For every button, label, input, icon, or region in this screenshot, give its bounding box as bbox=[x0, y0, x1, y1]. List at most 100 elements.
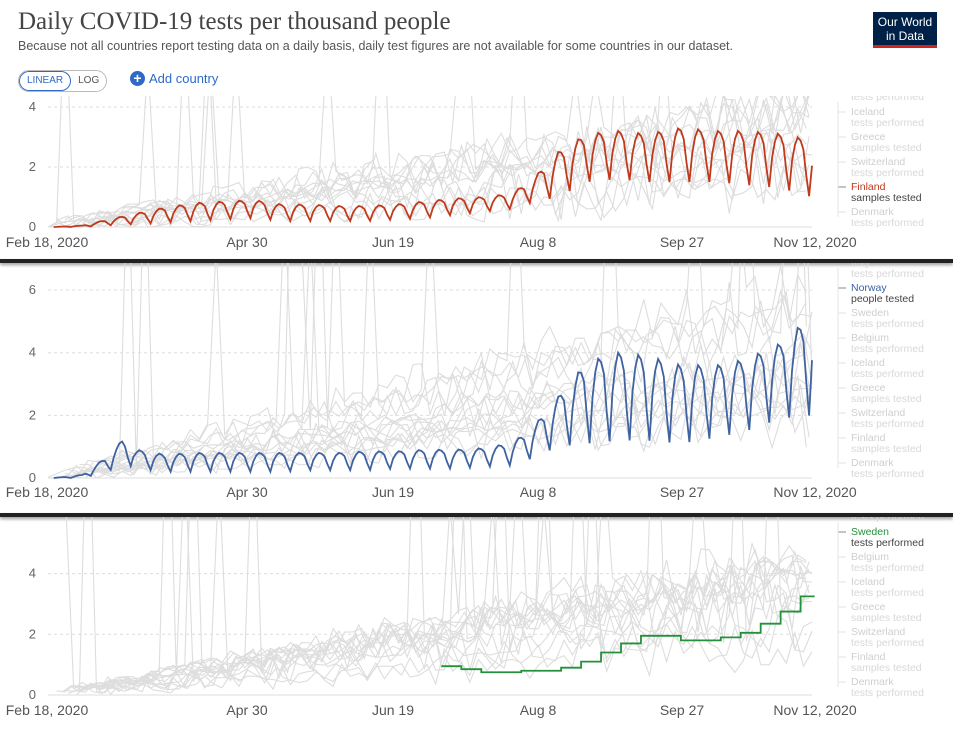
chart-svg-norway: 0 2 4 6 Feb 18, 2020 Apr 30 Jun 19 Aug 8 Sep 27 N… bbox=[6, 263, 924, 500]
legend-entry-metric: samples tested bbox=[851, 612, 922, 624]
legend-entry-metric: tests performed bbox=[851, 468, 924, 480]
legend-entry-metric: samples tested bbox=[851, 393, 922, 405]
legend-entry-metric: samples tested bbox=[851, 192, 922, 204]
y-tick-label: 2 bbox=[29, 407, 36, 422]
legend-entry-metric: people tested bbox=[851, 293, 914, 305]
legend-entry-name[interactable]: Sweden bbox=[851, 526, 889, 538]
legend-entry-name: Italy bbox=[851, 263, 871, 269]
background-series-line bbox=[64, 384, 810, 479]
legend-entry-name[interactable]: Iceland bbox=[851, 106, 885, 118]
legend-entry-name[interactable]: Finland bbox=[851, 181, 886, 193]
background-series-group bbox=[47, 263, 813, 479]
highlight-series-line-norway[interactable] bbox=[53, 326, 813, 479]
legend-entry-metric: samples tested bbox=[851, 443, 922, 455]
legend-entry-metric: tests performed bbox=[851, 418, 924, 430]
add-country-button[interactable]: + Add country bbox=[130, 71, 218, 86]
legend-entry-name[interactable]: Belgium bbox=[851, 551, 889, 563]
background-series-line bbox=[79, 554, 807, 688]
legend-entry-metric: tests performed bbox=[851, 517, 924, 523]
owid-logo[interactable]: Our World in Data bbox=[873, 12, 937, 48]
background-series-line bbox=[96, 96, 807, 214]
background-series-line bbox=[65, 517, 810, 692]
add-country-label: Add country bbox=[149, 71, 219, 86]
x-tick-label: Sep 27 bbox=[660, 484, 705, 500]
legend-entry-name[interactable]: Iceland bbox=[851, 357, 885, 369]
y-tick-label: 0 bbox=[29, 219, 36, 234]
y-tick-label: 0 bbox=[29, 470, 36, 485]
background-series-line bbox=[87, 263, 807, 473]
legend-entry-metric: tests performed bbox=[851, 167, 924, 179]
panel-divider bbox=[0, 259, 953, 263]
legend-entry-name[interactable]: Greece bbox=[851, 601, 886, 613]
legend-entry-metric: samples tested bbox=[851, 662, 922, 674]
legend-entry-name[interactable]: Denmark bbox=[851, 457, 894, 469]
legend-entry-name[interactable]: Finland bbox=[851, 432, 886, 444]
legend-entry-metric: tests performed bbox=[851, 587, 924, 599]
chart-title: Daily COVID-19 tests per thousand people bbox=[18, 8, 451, 35]
legend-entry-name[interactable]: Norway bbox=[851, 282, 887, 294]
legend-entry-name[interactable]: Sweden bbox=[851, 307, 889, 319]
background-series-group bbox=[56, 517, 813, 696]
chart-panel-finland: 0 2 4 Feb 18, 2020 Apr 30 Jun 19 Aug 8 Sep 27 No… bbox=[0, 96, 953, 262]
legend-entry-name[interactable]: Greece bbox=[851, 131, 886, 143]
legend-entry-metric: tests performed bbox=[851, 562, 924, 574]
x-tick-label: Jun 19 bbox=[372, 234, 414, 250]
legend-entry-name[interactable]: Switzerland bbox=[851, 626, 905, 638]
legend-entry-name[interactable]: Switzerland bbox=[851, 407, 905, 419]
background-series-line bbox=[67, 332, 813, 475]
legend-entry-name[interactable]: Finland bbox=[851, 651, 886, 663]
legend-entry-name[interactable]: Switzerland bbox=[851, 156, 905, 168]
x-tick-label: Aug 8 bbox=[520, 484, 557, 500]
legend-entry-metric: tests performed bbox=[851, 117, 924, 129]
background-series-line bbox=[93, 579, 813, 690]
x-tick-label: Jun 19 bbox=[372, 484, 414, 500]
legend-entry-metric: tests performed bbox=[851, 537, 924, 549]
background-series-line bbox=[47, 294, 810, 478]
y-tick-label: 4 bbox=[29, 566, 36, 581]
legend-entry-name[interactable]: Denmark bbox=[851, 206, 894, 218]
highlight-series-line-sweden[interactable] bbox=[441, 595, 815, 674]
legend-entry-name[interactable]: Belgium bbox=[851, 332, 889, 344]
x-tick-label: Sep 27 bbox=[660, 234, 705, 250]
y-tick-label: 4 bbox=[29, 99, 36, 114]
background-series-group bbox=[47, 96, 813, 228]
legend-entry-metric: tests performed bbox=[851, 687, 924, 699]
y-tick-label: 2 bbox=[29, 626, 36, 641]
plus-icon: + bbox=[130, 71, 145, 86]
background-series-line bbox=[90, 352, 810, 475]
x-tick-label: Aug 8 bbox=[520, 702, 557, 718]
panel-divider bbox=[0, 513, 953, 517]
y-tick-label: 4 bbox=[29, 345, 36, 360]
y-tick-label: 2 bbox=[29, 159, 36, 174]
x-tick-label: Apr 30 bbox=[226, 702, 267, 718]
background-series-line bbox=[79, 263, 807, 472]
legend-entry-metric: tests performed bbox=[851, 217, 924, 229]
background-series-line bbox=[56, 130, 810, 228]
x-tick-label: Nov 12, 2020 bbox=[773, 234, 856, 250]
linear-scale-button[interactable]: LINEAR bbox=[19, 71, 72, 91]
legend-entry-name[interactable]: Denmark bbox=[851, 676, 894, 688]
background-series-line bbox=[56, 517, 810, 693]
legend-entry-name[interactable]: Greece bbox=[851, 382, 886, 394]
chart-svg-finland: 0 2 4 Feb 18, 2020 Apr 30 Jun 19 Aug 8 Sep 27 No… bbox=[6, 96, 924, 250]
background-series-line bbox=[102, 128, 813, 228]
background-series-line bbox=[102, 379, 813, 475]
x-tick-label: Apr 30 bbox=[226, 484, 267, 500]
chart-svg-sweden: 0 2 4 Feb 18, 2020 Apr 30 Jun 19 Aug 8 Sep 27 No… bbox=[6, 517, 924, 718]
background-series-line bbox=[79, 137, 807, 228]
scale-toggle: LINEAR LOG bbox=[18, 70, 108, 92]
legend-entry-name[interactable]: Iceland bbox=[851, 576, 885, 588]
log-scale-button[interactable]: LOG bbox=[78, 75, 100, 86]
background-series-line bbox=[67, 291, 813, 476]
x-tick-label: Nov 12, 2020 bbox=[773, 702, 856, 718]
x-tick-label: Feb 18, 2020 bbox=[6, 234, 89, 250]
x-tick-label: Apr 30 bbox=[226, 234, 267, 250]
legend-entry-metric: tests performed bbox=[851, 96, 924, 103]
background-series-line bbox=[78, 263, 807, 474]
highlight-series-line-finland[interactable] bbox=[53, 127, 813, 228]
x-tick-label: Sep 27 bbox=[660, 702, 705, 718]
legend-entry-metric: samples tested bbox=[851, 142, 922, 154]
